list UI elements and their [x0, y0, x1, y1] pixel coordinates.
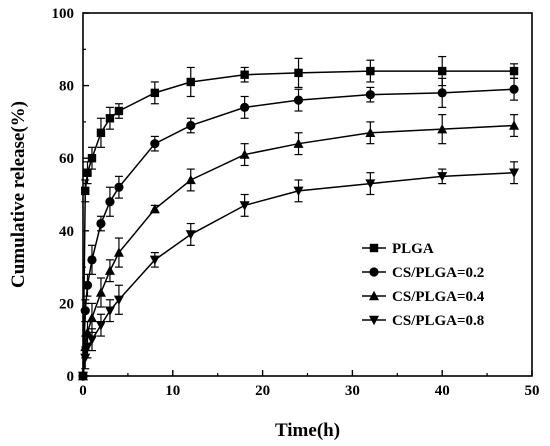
data-point-cs-plga-0-2: [240, 102, 250, 112]
data-point-cs-plga-0-4: [509, 120, 520, 130]
data-point-cs-plga-0-8: [95, 320, 106, 331]
x-tick-label: 0: [79, 383, 87, 399]
legend-marker: [369, 243, 379, 253]
legend-marker: [369, 267, 379, 277]
data-point-cs-plga-0-4: [437, 123, 448, 134]
data-point-cs-plga-0-8: [437, 172, 448, 182]
legend-label: PLGA: [392, 241, 434, 257]
data-point-cs-plga-0-2: [96, 218, 106, 229]
data-point-cs-plga-0-2: [365, 90, 375, 100]
y-tick-label: 60: [59, 151, 74, 167]
legend: PLGA CS/PLGA=0.2 CS/PLGA=0.4 CS/PLGA=0.8: [362, 241, 485, 329]
data-point-cs-plga-0-4: [104, 265, 115, 275]
data-point-cs-plga-0-8: [86, 335, 97, 345]
data-point-cs-plga-0-8: [104, 306, 115, 316]
data-point-cs-plga-0-2: [80, 306, 90, 316]
data-point-plga: [81, 186, 90, 196]
data-point-cs-plga-0-4: [185, 174, 196, 185]
data-point-plga: [83, 168, 92, 177]
data-point-cs-plga-0-2: [82, 280, 93, 290]
data-point-cs-plga-0-8: [185, 230, 196, 240]
x-tick-label: 10: [165, 383, 180, 399]
legend-marker: [369, 315, 379, 326]
data-point-plga: [294, 68, 303, 78]
y-tick-label: 80: [59, 79, 74, 95]
data-point-cs-plga-0-8: [365, 179, 376, 189]
legend-label: CS/PLGA=0.4: [392, 289, 485, 305]
data-point-plga: [186, 77, 195, 87]
series-line-cs-plga-0-4: [82, 124, 515, 377]
data-point-cs-plga-0-8: [113, 295, 124, 305]
data-point-cs-plga-0-2: [114, 182, 124, 192]
data-point-plga: [240, 70, 249, 79]
data-point-cs-plga-0-4: [86, 312, 97, 323]
data-point-plga: [96, 128, 106, 137]
legend-label: CS/PLGA=0.2: [392, 265, 484, 281]
y-tick-label: 0: [67, 369, 75, 385]
series-line-plga: [82, 70, 515, 377]
data-point-cs-plga-0-4: [149, 203, 160, 214]
data-point-plga: [366, 66, 375, 76]
data-point-cs-plga-0-8: [78, 371, 88, 382]
data-point-cs-plga-0-2: [293, 95, 304, 105]
y-tick-label: 20: [59, 296, 74, 312]
y-axis-title: Cumulative release(%): [8, 101, 29, 288]
data-point-plga: [87, 154, 97, 163]
data-point-plga: [150, 88, 160, 98]
x-tick-label: 30: [345, 383, 360, 399]
data-point-cs-plga-0-4: [113, 247, 124, 257]
data-point-plga: [438, 66, 447, 76]
x-axis-title: Time(h): [275, 420, 340, 441]
data-point-cs-plga-0-8: [509, 168, 520, 178]
data-point-cs-plga-0-4: [82, 327, 93, 337]
data-point-cs-plga-0-2: [186, 120, 196, 131]
series-lines: [82, 70, 515, 377]
data-point-cs-plga-0-8: [149, 255, 160, 266]
series-markers: [78, 66, 520, 382]
data-point-cs-plga-0-2: [437, 88, 447, 98]
data-point-plga: [114, 106, 124, 116]
x-tick-label: 40: [435, 383, 450, 399]
x-tick-label: 20: [255, 383, 270, 399]
data-point-cs-plga-0-8: [293, 186, 304, 197]
data-point-cs-plga-0-2: [150, 139, 160, 149]
data-point-plga: [105, 114, 115, 123]
data-point-cs-plga-0-8: [239, 201, 250, 211]
y-tick-label: 40: [59, 224, 74, 240]
axes: 0 10 20 30 40 50 0 20 40 60 80 100: [52, 6, 540, 399]
data-point-cs-plga-0-4: [239, 149, 250, 159]
data-point-cs-plga-0-4: [95, 287, 106, 297]
data-point-cs-plga-0-2: [509, 84, 519, 94]
data-point-plga: [509, 66, 519, 76]
x-tick-label: 50: [525, 383, 540, 399]
y-tick-label: 100: [52, 6, 75, 22]
data-point-cs-plga-0-8: [82, 342, 93, 353]
data-point-cs-plga-0-8: [80, 353, 91, 364]
legend-marker: [369, 290, 379, 301]
data-point-cs-plga-0-4: [365, 127, 376, 137]
legend-label: CS/PLGA=0.8: [392, 313, 484, 329]
data-point-cs-plga-0-2: [87, 255, 97, 265]
data-point-cs-plga-0-2: [105, 197, 115, 207]
data-point-cs-plga-0-4: [293, 138, 304, 148]
